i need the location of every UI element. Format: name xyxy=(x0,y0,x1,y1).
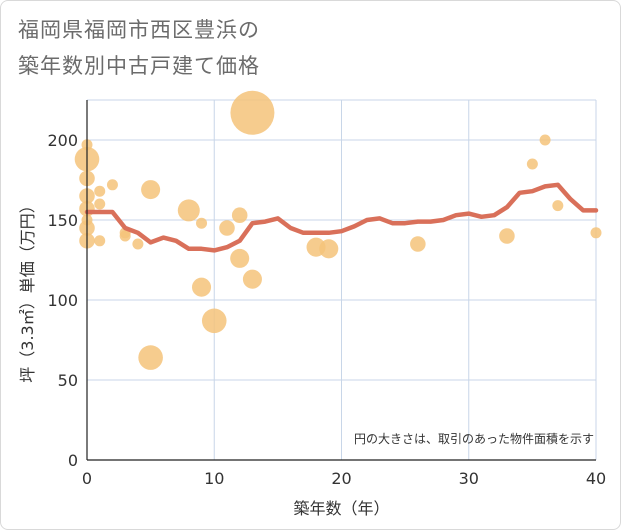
x-tick-label: 10 xyxy=(204,469,224,488)
average-price-line xyxy=(84,182,599,253)
x-tick-label: 0 xyxy=(82,469,92,488)
data-bubble xyxy=(219,220,235,236)
x-tick-label: 30 xyxy=(459,469,479,488)
y-tick-label: 0 xyxy=(68,451,78,470)
y-tick-label: 50 xyxy=(58,371,78,390)
data-bubble xyxy=(196,217,208,229)
data-bubble xyxy=(242,269,262,289)
grid-lines xyxy=(87,99,597,460)
data-bubble xyxy=(230,248,250,268)
data-bubble xyxy=(106,179,118,191)
data-bubble xyxy=(94,235,106,247)
data-bubble xyxy=(138,345,163,370)
average-line-layer xyxy=(84,182,599,253)
data-bubble xyxy=(94,198,106,210)
chart-title-line-2: 築年数別中古戸建て価格 xyxy=(18,54,260,78)
x-axis-title: 築年数（年） xyxy=(293,499,389,518)
data-bubble xyxy=(526,158,538,170)
data-bubble xyxy=(319,239,339,259)
data-bubble xyxy=(410,236,426,252)
x-tick-label: 20 xyxy=(331,469,351,488)
y-tick-label: 200 xyxy=(47,131,78,150)
data-bubble xyxy=(552,200,564,212)
data-bubble xyxy=(191,277,212,297)
bubble-layer xyxy=(74,90,602,370)
data-bubble xyxy=(499,228,515,244)
data-bubble xyxy=(539,134,551,146)
data-bubble xyxy=(590,227,602,239)
y-tick-label: 100 xyxy=(47,291,78,310)
data-bubble xyxy=(141,180,161,200)
size-legend-note: 円の大きさは、取引のあった物件面積を示す xyxy=(354,431,594,446)
x-tick-label: 40 xyxy=(586,469,606,488)
data-bubble xyxy=(132,238,144,250)
data-bubble xyxy=(201,308,227,334)
chart-title-line-1: 福岡県福岡市西区豊浜の xyxy=(18,18,260,42)
data-bubble xyxy=(177,199,200,222)
y-tick-label: 150 xyxy=(47,211,78,230)
data-bubble xyxy=(231,207,248,223)
data-bubble xyxy=(230,90,275,135)
y-axis-title: 坪（3.3㎡）単価（万円） xyxy=(18,197,37,382)
data-bubble xyxy=(94,185,106,197)
chart-title: 福岡県福岡市西区豊浜の 築年数別中古戸建て価格 xyxy=(18,12,260,84)
axes xyxy=(86,100,596,461)
tick-labels: 0 10 20 30 40 0 50 100 150 200 xyxy=(47,131,606,488)
data-bubble xyxy=(119,230,131,242)
